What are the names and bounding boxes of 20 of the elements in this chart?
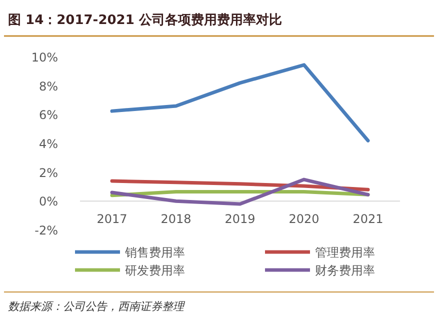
legend-label: 销售费用率: [124, 246, 185, 260]
legend-label: 管理费用率: [315, 246, 375, 260]
line-series: [110, 63, 370, 142]
x-tick-label: 2019: [224, 212, 256, 226]
x-tick-label: 2020: [288, 212, 320, 226]
y-tick-label: 10%: [31, 50, 58, 64]
x-tick-label: 2017: [96, 212, 128, 226]
y-tick-label: -2%: [34, 224, 58, 238]
y-tick-label: 8%: [38, 79, 58, 94]
y-tick-label: 0%: [38, 194, 58, 209]
x-tick-label: 2018: [160, 212, 192, 226]
source-note: 数据来源：公司公告，西南证券整理: [8, 300, 186, 313]
x-tick-label: 2021: [352, 212, 384, 226]
line-series: [110, 178, 370, 206]
legend-label: 财务费用率: [315, 264, 375, 278]
y-tick-label: 6%: [38, 108, 58, 122]
y-tick-label: 2%: [38, 166, 58, 180]
chart-title: 图 14：2017-2021 公司各项费用费用率对比: [8, 12, 282, 28]
y-tick-label: 4%: [38, 137, 58, 151]
legend-label: 研发费用率: [125, 264, 185, 278]
